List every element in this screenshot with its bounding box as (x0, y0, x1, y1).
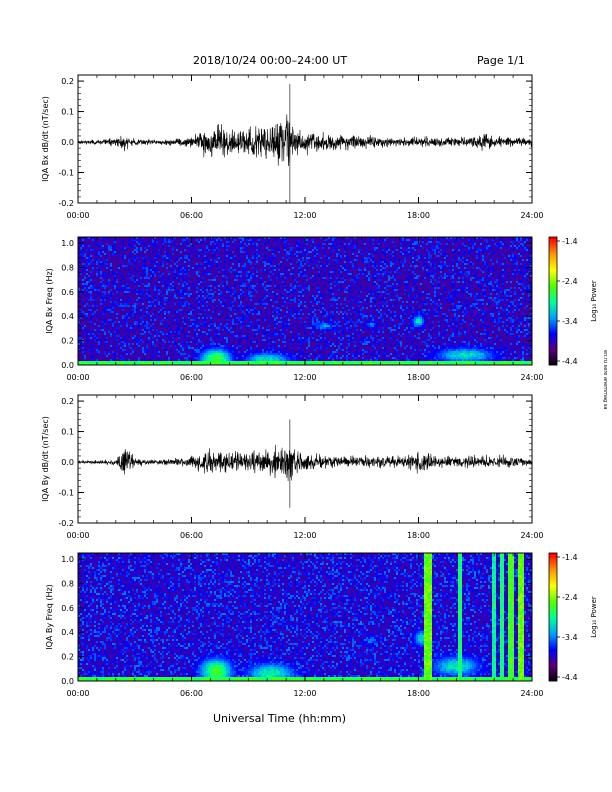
y-tick-label: 0.1 (61, 108, 74, 117)
x-tick-label: 24:00 (520, 211, 543, 220)
x-tick-label: 06:00 (180, 211, 203, 220)
y-tick-label: -0.2 (58, 199, 74, 208)
bx-spectrogram (78, 237, 532, 365)
bx-dbdt-ylabel: IQA Bx dB/dt (nT/sec) (41, 96, 50, 182)
x-tick-label: 18:00 (407, 211, 430, 220)
y-tick-label: -0.1 (58, 169, 74, 178)
x-tick-label: 12:00 (293, 211, 316, 220)
panel-bx-dbdt: 00:00 06:00 12:00 18:00 24:00 0.2 0.1 0.0 -0.1 -0… (41, 75, 544, 220)
y-tick-label: 0.2 (61, 77, 74, 86)
y-tick-label: 0.0 (61, 138, 74, 147)
x-tick-label: 00:00 (66, 211, 89, 220)
bx-dbdt-trace (78, 84, 532, 203)
panel-bx-freq: 00:00 06:00 12:00 18:00 24:001.00.80.60.40.2… (45, 237, 544, 382)
